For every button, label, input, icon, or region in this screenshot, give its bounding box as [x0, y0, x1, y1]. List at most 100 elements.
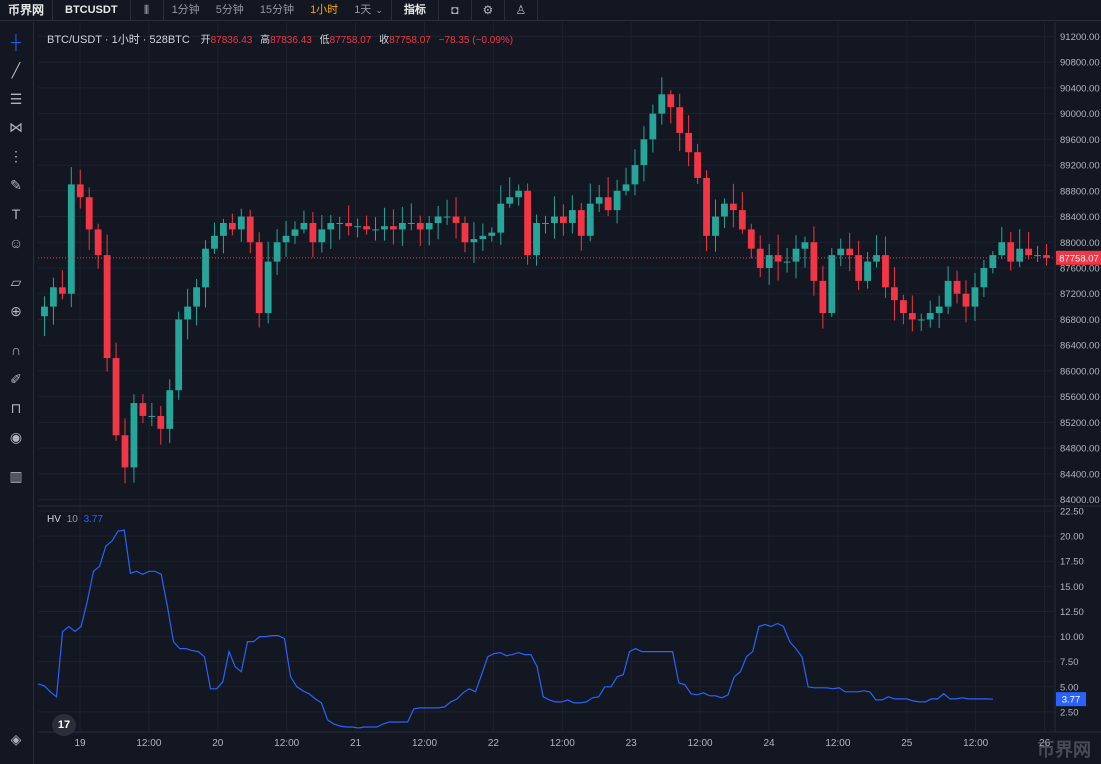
candle-body	[515, 190, 523, 198]
price-chart[interactable]: 91200.00 90800.00 90400.00 90000.00 89600.00…	[0, 22, 1101, 764]
candle-body	[282, 235, 290, 243]
text-icon[interactable]: T	[11, 206, 21, 222]
candle-body	[76, 184, 84, 198]
indicators-button[interactable]: 指标	[392, 0, 439, 21]
ruler-icon[interactable]: ▱	[10, 273, 22, 290]
magnet-icon[interactable]: ∩	[10, 342, 22, 358]
drawing-toolbar: ┼ ╱ ☰ ⋈ ⋮ ✎ T ☺ ▱ ⊕ ∩ ✐ ⊓ ◉ ▥ ◈	[0, 22, 34, 764]
candle-body	[801, 242, 809, 249]
candle-body	[166, 390, 174, 429]
candle-body	[121, 435, 129, 468]
hv-period: 10	[66, 514, 78, 525]
hv-tick-label: 12.50	[1060, 607, 1084, 618]
time-tick-label: 24	[763, 738, 775, 749]
price-tick-label: 91200.00	[1060, 32, 1100, 43]
candle-body	[882, 255, 889, 288]
interval-15m[interactable]: 15分钟	[259, 3, 295, 16]
time-tick-label: 12:00	[550, 738, 575, 749]
interval-1m[interactable]: 1分钟	[171, 3, 200, 16]
price-tick-label: 87200.00	[1060, 289, 1100, 300]
candle-body	[416, 222, 424, 230]
time-tick-label: 12:00	[274, 738, 299, 749]
chevron-down-icon: ⌄	[375, 4, 383, 15]
interval-1h[interactable]: 1小时	[310, 3, 339, 16]
candle-body	[381, 226, 388, 230]
candle-body	[747, 229, 755, 249]
lock-draw-icon[interactable]: ✐	[10, 370, 22, 387]
site-logo[interactable]: 币界网	[0, 0, 53, 21]
candle-body	[989, 255, 997, 268]
candle-body	[738, 210, 746, 230]
candle-body	[756, 248, 764, 268]
candle-body	[971, 287, 979, 307]
legend-close: 87758.07	[389, 35, 431, 46]
symbol-selector[interactable]: BTCUSDT	[53, 0, 131, 21]
top-toolbar: 币界网 BTCUSDT ⫴ 1分钟 5分钟 15分钟 1小时 1天 ⌄ 指标 ◘ …	[0, 0, 1101, 21]
candle-body	[667, 94, 675, 108]
crosshair-icon[interactable]: ┼	[11, 34, 21, 50]
interval-5m[interactable]: 5分钟	[215, 3, 244, 16]
candle-body	[586, 203, 594, 236]
emoji-icon[interactable]: ☺	[8, 235, 24, 251]
candle-body	[220, 222, 227, 236]
tradingview-logo[interactable]: 17	[52, 714, 76, 736]
eye-icon[interactable]: ◉	[9, 428, 23, 445]
legend-high-label: 高	[260, 35, 271, 46]
measure-icon[interactable]: ⋮	[9, 147, 23, 164]
brush-icon[interactable]: ✎	[10, 176, 22, 193]
legend-high: 87836.43	[270, 35, 312, 46]
candle-body	[264, 261, 272, 314]
trash-icon[interactable]: ▥	[9, 467, 23, 484]
candle-body	[85, 197, 93, 230]
candle-body	[193, 287, 200, 307]
candle-body	[524, 190, 532, 256]
price-tick-label: 84000.00	[1060, 495, 1100, 506]
candle-body	[318, 229, 326, 243]
hv-name: HV	[47, 514, 61, 525]
candle-body	[873, 255, 880, 262]
candle-body	[1034, 255, 1041, 257]
hv-tick-label: 10.00	[1060, 632, 1084, 643]
hv-tick-label: 5.00	[1060, 682, 1079, 693]
price-tick-label: 86000.00	[1060, 366, 1100, 377]
trend-line-icon[interactable]: ╱	[11, 61, 21, 78]
fib-icon[interactable]: ☰	[9, 90, 23, 107]
candle-body	[94, 229, 102, 256]
candlestick-series	[38, 77, 1055, 484]
candle-body	[891, 287, 898, 301]
candle-body	[336, 222, 344, 224]
time-tick-label: 12:00	[412, 738, 437, 749]
candle-body	[980, 268, 988, 288]
zoom-icon[interactable]: ⊕	[10, 302, 22, 319]
price-tick-label: 89200.00	[1060, 161, 1100, 172]
candle-body	[506, 197, 514, 204]
candle-body	[211, 235, 218, 249]
candle-body	[228, 222, 236, 230]
hv-tick-label: 20.00	[1060, 532, 1084, 543]
lock-icon[interactable]: ⊓	[10, 399, 22, 416]
price-tick-label: 89600.00	[1060, 135, 1100, 146]
gear-icon[interactable]: ⚙	[472, 0, 505, 21]
candle-body	[622, 184, 630, 191]
price-tick-label: 84800.00	[1060, 444, 1100, 455]
candle-body	[577, 210, 585, 236]
pattern-icon[interactable]: ⋈	[9, 118, 23, 135]
interval-1d[interactable]: 1天 ⌄	[346, 0, 391, 21]
candle-body	[184, 306, 192, 320]
layers-icon[interactable]: ◈	[10, 730, 22, 747]
interval-1d-label: 1天	[354, 3, 372, 16]
candle-body	[837, 248, 845, 256]
candle-body	[443, 216, 451, 218]
candle-body	[175, 319, 183, 391]
candle-body	[613, 190, 621, 211]
candle-body	[407, 222, 415, 224]
price-tick-label: 88000.00	[1060, 238, 1100, 249]
camera-icon[interactable]: ◘	[439, 0, 472, 21]
candle-body	[41, 306, 48, 317]
user-icon[interactable]: ♙	[505, 0, 538, 21]
candle-body	[363, 226, 370, 230]
candle-body	[962, 293, 970, 307]
candle-type-icon[interactable]: ⫴	[131, 0, 164, 21]
candle-body	[157, 415, 165, 429]
candle-body	[1016, 248, 1024, 262]
